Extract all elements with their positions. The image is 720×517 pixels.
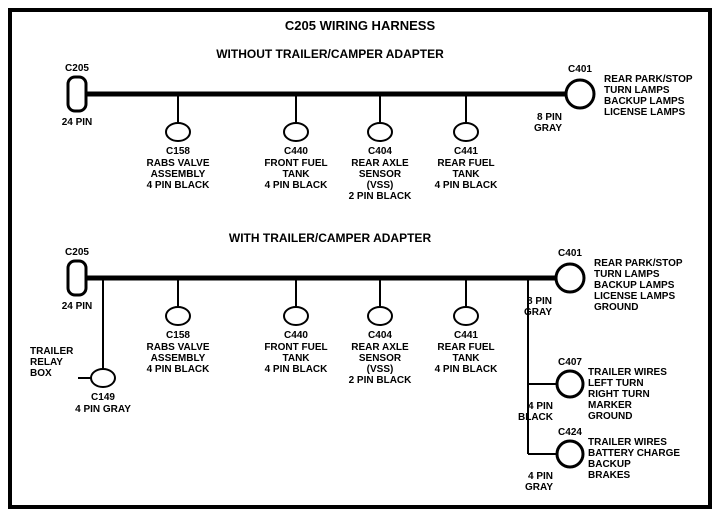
drop-id: C158 — [166, 146, 190, 157]
svg-text:4 PIN GRAY: 4 PIN GRAY — [75, 404, 131, 415]
svg-text:4 PIN BLACK: 4 PIN BLACK — [265, 180, 329, 191]
svg-text:MARKER: MARKER — [588, 400, 633, 411]
drop-connector — [166, 307, 190, 325]
svg-text:REAR PARK/STOP: REAR PARK/STOP — [604, 74, 693, 85]
svg-text:BACKUP LAMPS: BACKUP LAMPS — [604, 96, 685, 107]
svg-text:4 PIN BLACK: 4 PIN BLACK — [435, 180, 499, 191]
left-conn-id: C205 — [65, 63, 89, 74]
svg-text:TURN LAMPS: TURN LAMPS — [604, 85, 670, 96]
svg-text:REAR PARK/STOP: REAR PARK/STOP — [594, 258, 683, 269]
svg-text:4 PIN BLACK: 4 PIN BLACK — [147, 180, 211, 191]
svg-text:TANK: TANK — [282, 353, 310, 364]
section-0: WITHOUT TRAILER/CAMPER ADAPTER C205 24 PIN… — [62, 47, 693, 202]
left-connector — [68, 77, 86, 111]
svg-text:SENSOR: SENSOR — [359, 353, 402, 364]
svg-text:REAR AXLE: REAR AXLE — [351, 342, 409, 353]
branch-connector — [557, 371, 583, 397]
svg-text:TRAILER WIRES: TRAILER WIRES — [588, 437, 667, 448]
svg-text:LICENSE LAMPS: LICENSE LAMPS — [594, 291, 675, 302]
svg-text:C407: C407 — [558, 357, 582, 368]
right-conn-id: C401 — [558, 248, 582, 259]
left-connector — [68, 261, 86, 295]
svg-text:GRAY: GRAY — [534, 123, 562, 134]
svg-text:REAR FUEL: REAR FUEL — [437, 158, 494, 169]
svg-text:C424: C424 — [558, 427, 582, 438]
drop-id: C441 — [454, 146, 478, 157]
svg-text:GROUND: GROUND — [588, 411, 632, 422]
svg-text:BACKUP LAMPS: BACKUP LAMPS — [594, 280, 675, 291]
svg-text:ASSEMBLY: ASSEMBLY — [151, 169, 206, 180]
left-conn-pins: 24 PIN — [62, 117, 93, 128]
drop-connector — [368, 123, 392, 141]
svg-text:FRONT FUEL: FRONT FUEL — [264, 158, 327, 169]
svg-text:BLACK: BLACK — [518, 412, 554, 423]
drop-connector — [166, 123, 190, 141]
branch-connector — [557, 441, 583, 467]
section-subtitle: WITH TRAILER/CAMPER ADAPTER — [229, 231, 432, 245]
svg-text:RABS VALVE: RABS VALVE — [147, 158, 210, 169]
svg-text:BACKUP: BACKUP — [588, 459, 631, 470]
drop-id: C404 — [368, 330, 392, 341]
svg-text:LEFT TURN: LEFT TURN — [588, 378, 644, 389]
svg-text:RABS VALVE: RABS VALVE — [147, 342, 210, 353]
svg-text:2 PIN BLACK: 2 PIN BLACK — [349, 375, 413, 386]
section-subtitle: WITHOUT TRAILER/CAMPER ADAPTER — [216, 47, 444, 61]
svg-text:8 PIN: 8 PIN — [537, 112, 562, 123]
svg-text:FRONT FUEL: FRONT FUEL — [264, 342, 327, 353]
drop-id: C441 — [454, 330, 478, 341]
svg-text:4 PIN BLACK: 4 PIN BLACK — [435, 364, 499, 375]
drop-connector — [368, 307, 392, 325]
svg-text:4 PIN BLACK: 4 PIN BLACK — [265, 364, 329, 375]
left-conn-pins: 24 PIN — [62, 301, 93, 312]
drop-connector — [454, 123, 478, 141]
drop-id: C404 — [368, 146, 392, 157]
svg-text:TURN LAMPS: TURN LAMPS — [594, 269, 660, 280]
section-1: WITH TRAILER/CAMPER ADAPTER C205 24 PIN C40… — [30, 231, 683, 493]
svg-text:4 PIN: 4 PIN — [528, 471, 553, 482]
svg-text:BATTERY CHARGE: BATTERY CHARGE — [588, 448, 680, 459]
svg-text:TANK: TANK — [282, 169, 310, 180]
drop-connector — [284, 123, 308, 141]
svg-text:2 PIN BLACK: 2 PIN BLACK — [349, 191, 413, 202]
right-connector — [556, 264, 584, 292]
svg-text:TRAILER: TRAILER — [30, 346, 74, 357]
diagram-title: C205 WIRING HARNESS — [285, 18, 436, 33]
svg-text:(VSS): (VSS) — [367, 364, 394, 375]
svg-text:4 PIN: 4 PIN — [528, 401, 553, 412]
svg-text:GRAY: GRAY — [525, 482, 553, 493]
svg-text:REAR AXLE: REAR AXLE — [351, 158, 409, 169]
drop-id: C158 — [166, 330, 190, 341]
right-conn-id: C401 — [568, 64, 592, 75]
drop-connector — [454, 307, 478, 325]
svg-text:TANK: TANK — [452, 353, 480, 364]
svg-text:TANK: TANK — [452, 169, 480, 180]
drop-id: C440 — [284, 146, 308, 157]
svg-text:BRAKES: BRAKES — [588, 470, 631, 481]
trailer-relay-connector — [91, 369, 115, 387]
svg-text:RIGHT TURN: RIGHT TURN — [588, 389, 650, 400]
svg-text:LICENSE LAMPS: LICENSE LAMPS — [604, 107, 685, 118]
left-conn-id: C205 — [65, 247, 89, 258]
svg-text:(VSS): (VSS) — [367, 180, 394, 191]
svg-text:RELAY: RELAY — [30, 357, 63, 368]
right-connector — [566, 80, 594, 108]
svg-text:TRAILER WIRES: TRAILER WIRES — [588, 367, 667, 378]
svg-text:REAR FUEL: REAR FUEL — [437, 342, 494, 353]
drop-connector — [284, 307, 308, 325]
svg-text:ASSEMBLY: ASSEMBLY — [151, 353, 206, 364]
svg-text:C149: C149 — [91, 392, 115, 403]
svg-text:8 PIN: 8 PIN — [527, 296, 552, 307]
svg-text:SENSOR: SENSOR — [359, 169, 402, 180]
svg-text:BOX: BOX — [30, 368, 52, 379]
drop-id: C440 — [284, 330, 308, 341]
svg-text:GROUND: GROUND — [594, 302, 638, 313]
svg-text:4 PIN BLACK: 4 PIN BLACK — [147, 364, 211, 375]
